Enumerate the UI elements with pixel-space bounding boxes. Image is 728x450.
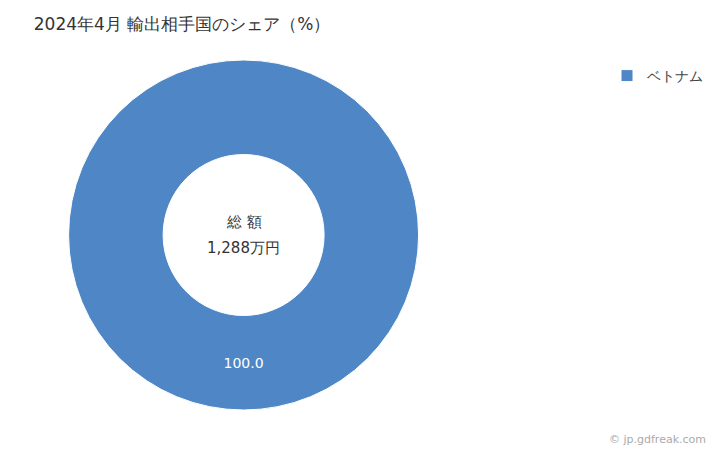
svg-text:100.0: 100.0 (224, 355, 264, 371)
svg-text:© jp.gdfreak.com: © jp.gdfreak.com (609, 433, 706, 446)
svg-text:1,288万円: 1,288万円 (207, 239, 280, 257)
svg-text:総 額: 総 額 (226, 213, 262, 231)
svg-text:2024年4月 輸出相手国のシェア（%）: 2024年4月 輸出相手国のシェア（%） (34, 14, 331, 34)
svg-text:ベトナム: ベトナム (647, 68, 703, 84)
